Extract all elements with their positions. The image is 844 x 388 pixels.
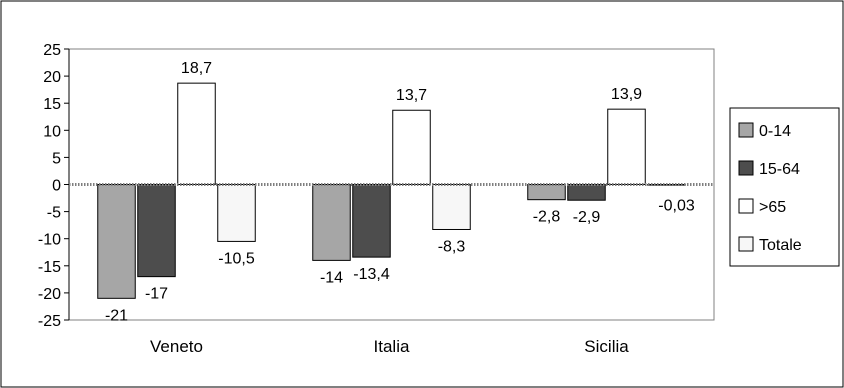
legend-swatch xyxy=(738,122,754,138)
data-label: -10,5 xyxy=(218,250,255,267)
bar-1564-italia xyxy=(352,184,391,258)
y-tick-label: -15 xyxy=(38,259,61,276)
data-label: -8,3 xyxy=(438,238,466,255)
y-tick-label: -20 xyxy=(38,286,61,303)
bar-014-italia xyxy=(312,184,351,261)
y-tick-label: -5 xyxy=(47,205,61,222)
category-label: Veneto xyxy=(150,337,203,356)
data-label: -2,9 xyxy=(573,209,601,226)
bar-1564-veneto xyxy=(137,184,176,278)
legend-label: Totale xyxy=(759,237,802,254)
category-label: Sicilia xyxy=(584,337,629,356)
bar-Totale-veneto xyxy=(217,184,256,242)
legend: 0-14 15-64 >65 Totale xyxy=(729,107,840,267)
y-tick-label: -25 xyxy=(38,313,61,330)
y-tick-label: 15 xyxy=(43,96,61,113)
legend-swatch xyxy=(738,236,754,252)
data-label: -21 xyxy=(105,307,128,324)
y-tick-label: -10 xyxy=(38,232,61,249)
labels: -21 -17 18,7 -10,5 Veneto -14 -13,4 13,7 -8,3 Ita… xyxy=(105,60,695,356)
data-label: 13,9 xyxy=(611,86,642,103)
bars xyxy=(97,82,686,299)
data-label: -14 xyxy=(320,269,343,286)
category-label: Italia xyxy=(374,337,410,356)
legend-swatch xyxy=(738,198,754,214)
bar-65-sicilia xyxy=(607,108,646,185)
bar-Totale-italia xyxy=(432,184,471,230)
legend-swatch xyxy=(738,160,754,176)
bar-014-sicilia xyxy=(527,184,566,201)
y-tick-label: 10 xyxy=(43,123,61,140)
data-label: -2,8 xyxy=(533,209,561,226)
legend-label: 0-14 xyxy=(759,123,791,140)
y-tick-label: 25 xyxy=(43,42,61,59)
data-label: 18,7 xyxy=(181,60,212,77)
y-tick-label: 20 xyxy=(43,69,61,86)
bar-1564-sicilia xyxy=(567,184,606,201)
y-tick-label: 5 xyxy=(52,150,61,167)
data-label: 13,7 xyxy=(396,87,427,104)
data-label: -17 xyxy=(145,286,168,303)
legend-label: >65 xyxy=(759,199,786,216)
legend-label: 15-64 xyxy=(759,161,800,178)
data-label: -0,03 xyxy=(658,198,695,215)
data-label: -13,4 xyxy=(353,266,390,283)
y-tick-label: 0 xyxy=(52,178,61,195)
bar-65-veneto xyxy=(177,82,216,185)
bar-014-veneto xyxy=(97,184,136,299)
bar-65-italia xyxy=(392,109,431,185)
